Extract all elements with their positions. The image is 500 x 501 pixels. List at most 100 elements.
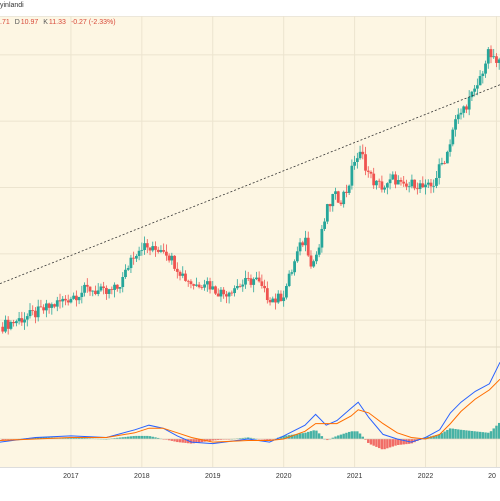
trend-line [0, 84, 500, 285]
macd-bar-42 [116, 437, 119, 439]
close-label: K [43, 19, 48, 26]
macd-bar-145 [397, 438, 400, 446]
candle-body-24 [66, 300, 70, 303]
macd-bar-14 [39, 437, 43, 439]
macd-bar-155 [424, 437, 427, 439]
candle-body-5 [14, 321, 18, 324]
candle-body-33 [91, 290, 95, 292]
macd-bar-150 [410, 438, 414, 444]
macd-bar-111 [304, 432, 307, 439]
macd-bar-26 [72, 437, 75, 439]
macd-bar-108 [296, 433, 299, 439]
macd-bar-95 [260, 438, 264, 440]
candle-body-150 [410, 179, 414, 187]
candle-body-95 [260, 281, 264, 286]
candle-body-71 [194, 284, 198, 286]
macd-bar-132 [361, 436, 364, 439]
candle-body-80 [219, 289, 223, 297]
macd-bar-130 [356, 431, 359, 439]
chart-header: yinlandi [0, 0, 500, 17]
candle-body-17 [47, 303, 51, 308]
candle-body-44 [121, 276, 125, 288]
macd-bar-121 [331, 437, 334, 439]
macd-bar-123 [337, 435, 340, 439]
candle-body-38 [104, 287, 108, 294]
candle-body-179 [489, 49, 493, 58]
macd-bar-87 [238, 438, 242, 439]
macd-bar-116 [317, 433, 321, 439]
macd-bar-139 [380, 438, 384, 450]
macd-bar-113 [309, 431, 313, 439]
low-label: D [14, 19, 20, 26]
macd-bar-65 [178, 438, 182, 443]
macd-bar-90 [247, 437, 250, 439]
candle-body-59 [162, 250, 166, 252]
macd-bar-126 [345, 432, 348, 439]
candle-body-143 [391, 174, 395, 180]
macd-bar-122 [334, 436, 337, 439]
macd-bar-66 [181, 438, 184, 443]
macd-bar-165 [451, 428, 455, 439]
macd-bar-170 [465, 430, 468, 439]
candle-body-142 [388, 179, 392, 184]
candle-body-25 [69, 298, 73, 303]
candle-body-178 [486, 49, 490, 64]
candle-body-166 [454, 119, 457, 130]
candle-body-138 [377, 180, 381, 182]
candle-body-2 [6, 319, 10, 329]
candle-body-146 [399, 180, 403, 182]
macd-bar-142 [388, 438, 392, 448]
macd-bar-28 [77, 437, 81, 439]
candle-body-78 [214, 286, 217, 294]
candle-body-177 [484, 63, 487, 74]
macd-bar-164 [448, 428, 452, 439]
candle-body-101 [276, 293, 280, 303]
candle-body-154 [421, 183, 425, 188]
macd-bar-177 [484, 432, 487, 439]
macd-bar-5 [15, 438, 18, 440]
candle-body-53 [145, 243, 149, 248]
candle-body-51 [140, 249, 144, 251]
macd-bar-61 [167, 438, 171, 441]
candle-body-90 [246, 277, 250, 279]
candle-body-92 [252, 279, 256, 285]
candle-body-135 [369, 171, 373, 174]
candle-body-60 [164, 251, 168, 256]
candle-body-68 [186, 280, 190, 282]
candle-body-96 [263, 285, 266, 289]
candle-body-151 [413, 179, 417, 189]
macd-bar-106 [290, 434, 294, 439]
ohlc-fragment: .71 [0, 19, 10, 26]
macd-bar-25 [69, 437, 73, 439]
macd-bar-82 [225, 438, 228, 440]
macd-bar-83 [227, 438, 231, 440]
macd-bar-69 [189, 438, 193, 444]
candle-body-130 [355, 158, 359, 162]
candle-body-50 [137, 250, 141, 256]
macd-bar-79 [217, 438, 220, 441]
macd-bar-127 [347, 431, 351, 439]
macd-bar-168 [459, 429, 463, 439]
macd-bar-131 [358, 433, 362, 439]
candle-body-70 [192, 284, 196, 286]
candle-body-73 [200, 287, 204, 288]
macd-bar-49 [135, 435, 138, 439]
macd-bar-50 [137, 435, 141, 439]
candle-body-40 [110, 289, 114, 291]
candle-body-160 [437, 164, 441, 178]
macd-bar-55 [151, 436, 154, 439]
macd-bar-2 [6, 438, 10, 440]
macd-bar-31 [86, 438, 89, 439]
price-chart[interactable] [0, 0, 500, 467]
macd-line [0, 362, 500, 445]
candle-body-49 [134, 255, 138, 259]
macd-bar-70 [192, 438, 195, 444]
macd-bar-159 [435, 435, 438, 439]
candle-body-148 [405, 183, 408, 187]
macd-bar-119 [326, 438, 329, 441]
candle-body-63 [173, 255, 176, 269]
macd-bar-99 [271, 438, 274, 440]
candle-body-74 [203, 284, 206, 288]
candle-body-65 [178, 271, 182, 276]
macd-bar-160 [437, 434, 441, 439]
